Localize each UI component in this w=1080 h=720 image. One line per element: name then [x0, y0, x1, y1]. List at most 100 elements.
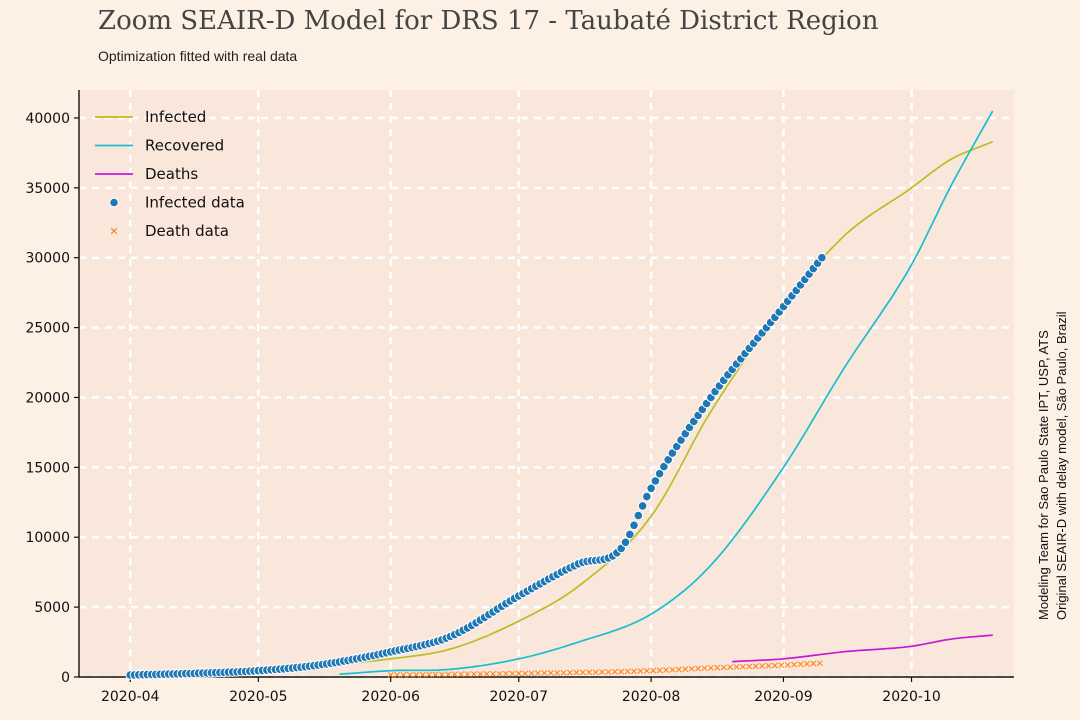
death-data-point — [631, 668, 637, 675]
x-tick-label: 2020-06 — [361, 689, 420, 705]
death-data-point — [611, 668, 618, 675]
x-tick-label: 2020-07 — [489, 689, 548, 705]
infected-data-point — [637, 501, 648, 511]
death-data-point — [682, 666, 689, 673]
death-data-point — [400, 671, 407, 678]
infected-data-point — [659, 461, 669, 472]
death-data-point — [413, 671, 420, 678]
death-data-point — [515, 670, 522, 677]
death-data-point — [759, 663, 766, 669]
death-data-point — [477, 671, 484, 677]
death-data-point — [451, 671, 458, 678]
legend-label: Infected — [145, 108, 206, 126]
death-data-point — [669, 666, 676, 673]
y-tick-label: 35000 — [25, 181, 70, 197]
death-data-point — [419, 671, 426, 678]
death-data-point — [746, 663, 753, 670]
death-data-point — [387, 671, 394, 678]
death-data-point — [483, 670, 490, 677]
death-data-point — [701, 665, 708, 672]
death-data-point — [650, 667, 657, 674]
chart-title: Zoom SEAIR-D Model for DRS 17 - Taubaté … — [98, 6, 879, 36]
death-data-point — [599, 669, 605, 676]
infected-data-point — [654, 468, 665, 479]
death-data-point — [470, 671, 477, 678]
death-data-point — [554, 669, 561, 676]
death-data-point — [464, 671, 471, 678]
death-data-point — [739, 663, 746, 670]
death-data-point — [624, 668, 631, 675]
death-data-point — [675, 666, 682, 673]
y-tick-label: 0 — [61, 670, 70, 686]
plot-area — [79, 90, 1014, 677]
death-data-point — [528, 670, 535, 677]
death-data-point — [586, 669, 593, 676]
death-data-point — [547, 670, 554, 676]
death-data-point — [618, 668, 625, 675]
death-data-point — [733, 663, 740, 670]
infected-data-point — [633, 510, 644, 521]
legend-swatch-infected-data-point — [109, 197, 119, 208]
x-tick-label: 2020-04 — [101, 689, 160, 705]
death-data-point — [496, 670, 503, 677]
x-tick-label: 2020-10 — [882, 689, 941, 705]
recovered-line — [339, 110, 994, 676]
death-data-point — [688, 665, 695, 672]
infected-data-point — [620, 537, 631, 548]
infected-data-point — [667, 448, 678, 458]
y-tick-label: 5000 — [34, 600, 70, 616]
death-data-point — [522, 670, 529, 677]
death-data-point — [778, 662, 785, 669]
death-data-point — [605, 668, 612, 675]
death-data-point — [490, 670, 497, 677]
death-data-point — [509, 670, 516, 677]
death-data-point — [663, 667, 669, 674]
y-tick-label: 40000 — [25, 111, 70, 127]
legend-swatch-death-data-point — [110, 227, 118, 235]
death-data-point — [771, 662, 778, 669]
death-data-point — [784, 661, 791, 668]
death-data-point — [714, 664, 721, 671]
death-data-point — [573, 669, 580, 676]
death-data-point — [567, 669, 573, 676]
infected-data-point — [625, 529, 635, 540]
death-data-point — [458, 671, 465, 678]
death-data-point — [637, 668, 644, 675]
legend-label: Recovered — [145, 137, 224, 155]
death-data-point — [592, 669, 599, 676]
death-data-point — [816, 660, 823, 667]
death-data-point — [502, 670, 509, 677]
infected-data-point — [663, 455, 674, 465]
x-tick-label: 2020-09 — [754, 689, 813, 705]
death-data-point — [810, 660, 817, 667]
death-data-point — [394, 671, 401, 678]
death-data-point — [541, 670, 548, 677]
y-tick-label: 20000 — [25, 390, 70, 406]
legend-label: Infected data — [145, 194, 245, 212]
y-tick-label: 30000 — [25, 251, 70, 267]
death-data-point — [720, 664, 727, 671]
infected-data-point — [650, 476, 661, 486]
infected-data-point — [642, 491, 652, 502]
y-tick-label: 15000 — [25, 460, 70, 476]
legend-label: Death data — [145, 222, 229, 240]
deaths-line — [732, 634, 993, 663]
x-tick-label: 2020-05 — [229, 689, 288, 705]
y-tick-label: 10000 — [25, 530, 70, 546]
death-data-point — [426, 671, 433, 678]
infected-data-point — [629, 520, 639, 531]
death-data-point — [695, 665, 702, 672]
infected-data-point — [817, 252, 827, 263]
death-data-point — [579, 669, 586, 676]
death-data-point — [752, 663, 759, 670]
death-data-point — [438, 671, 445, 678]
y-tick-label: 25000 — [25, 321, 70, 337]
legend-label: Deaths — [145, 165, 198, 183]
death-data-point — [765, 662, 772, 669]
death-data-point — [707, 664, 714, 671]
death-data-point — [791, 661, 798, 668]
death-data-point — [727, 664, 734, 671]
death-data-point — [797, 661, 804, 668]
infected-data-point — [646, 483, 656, 494]
